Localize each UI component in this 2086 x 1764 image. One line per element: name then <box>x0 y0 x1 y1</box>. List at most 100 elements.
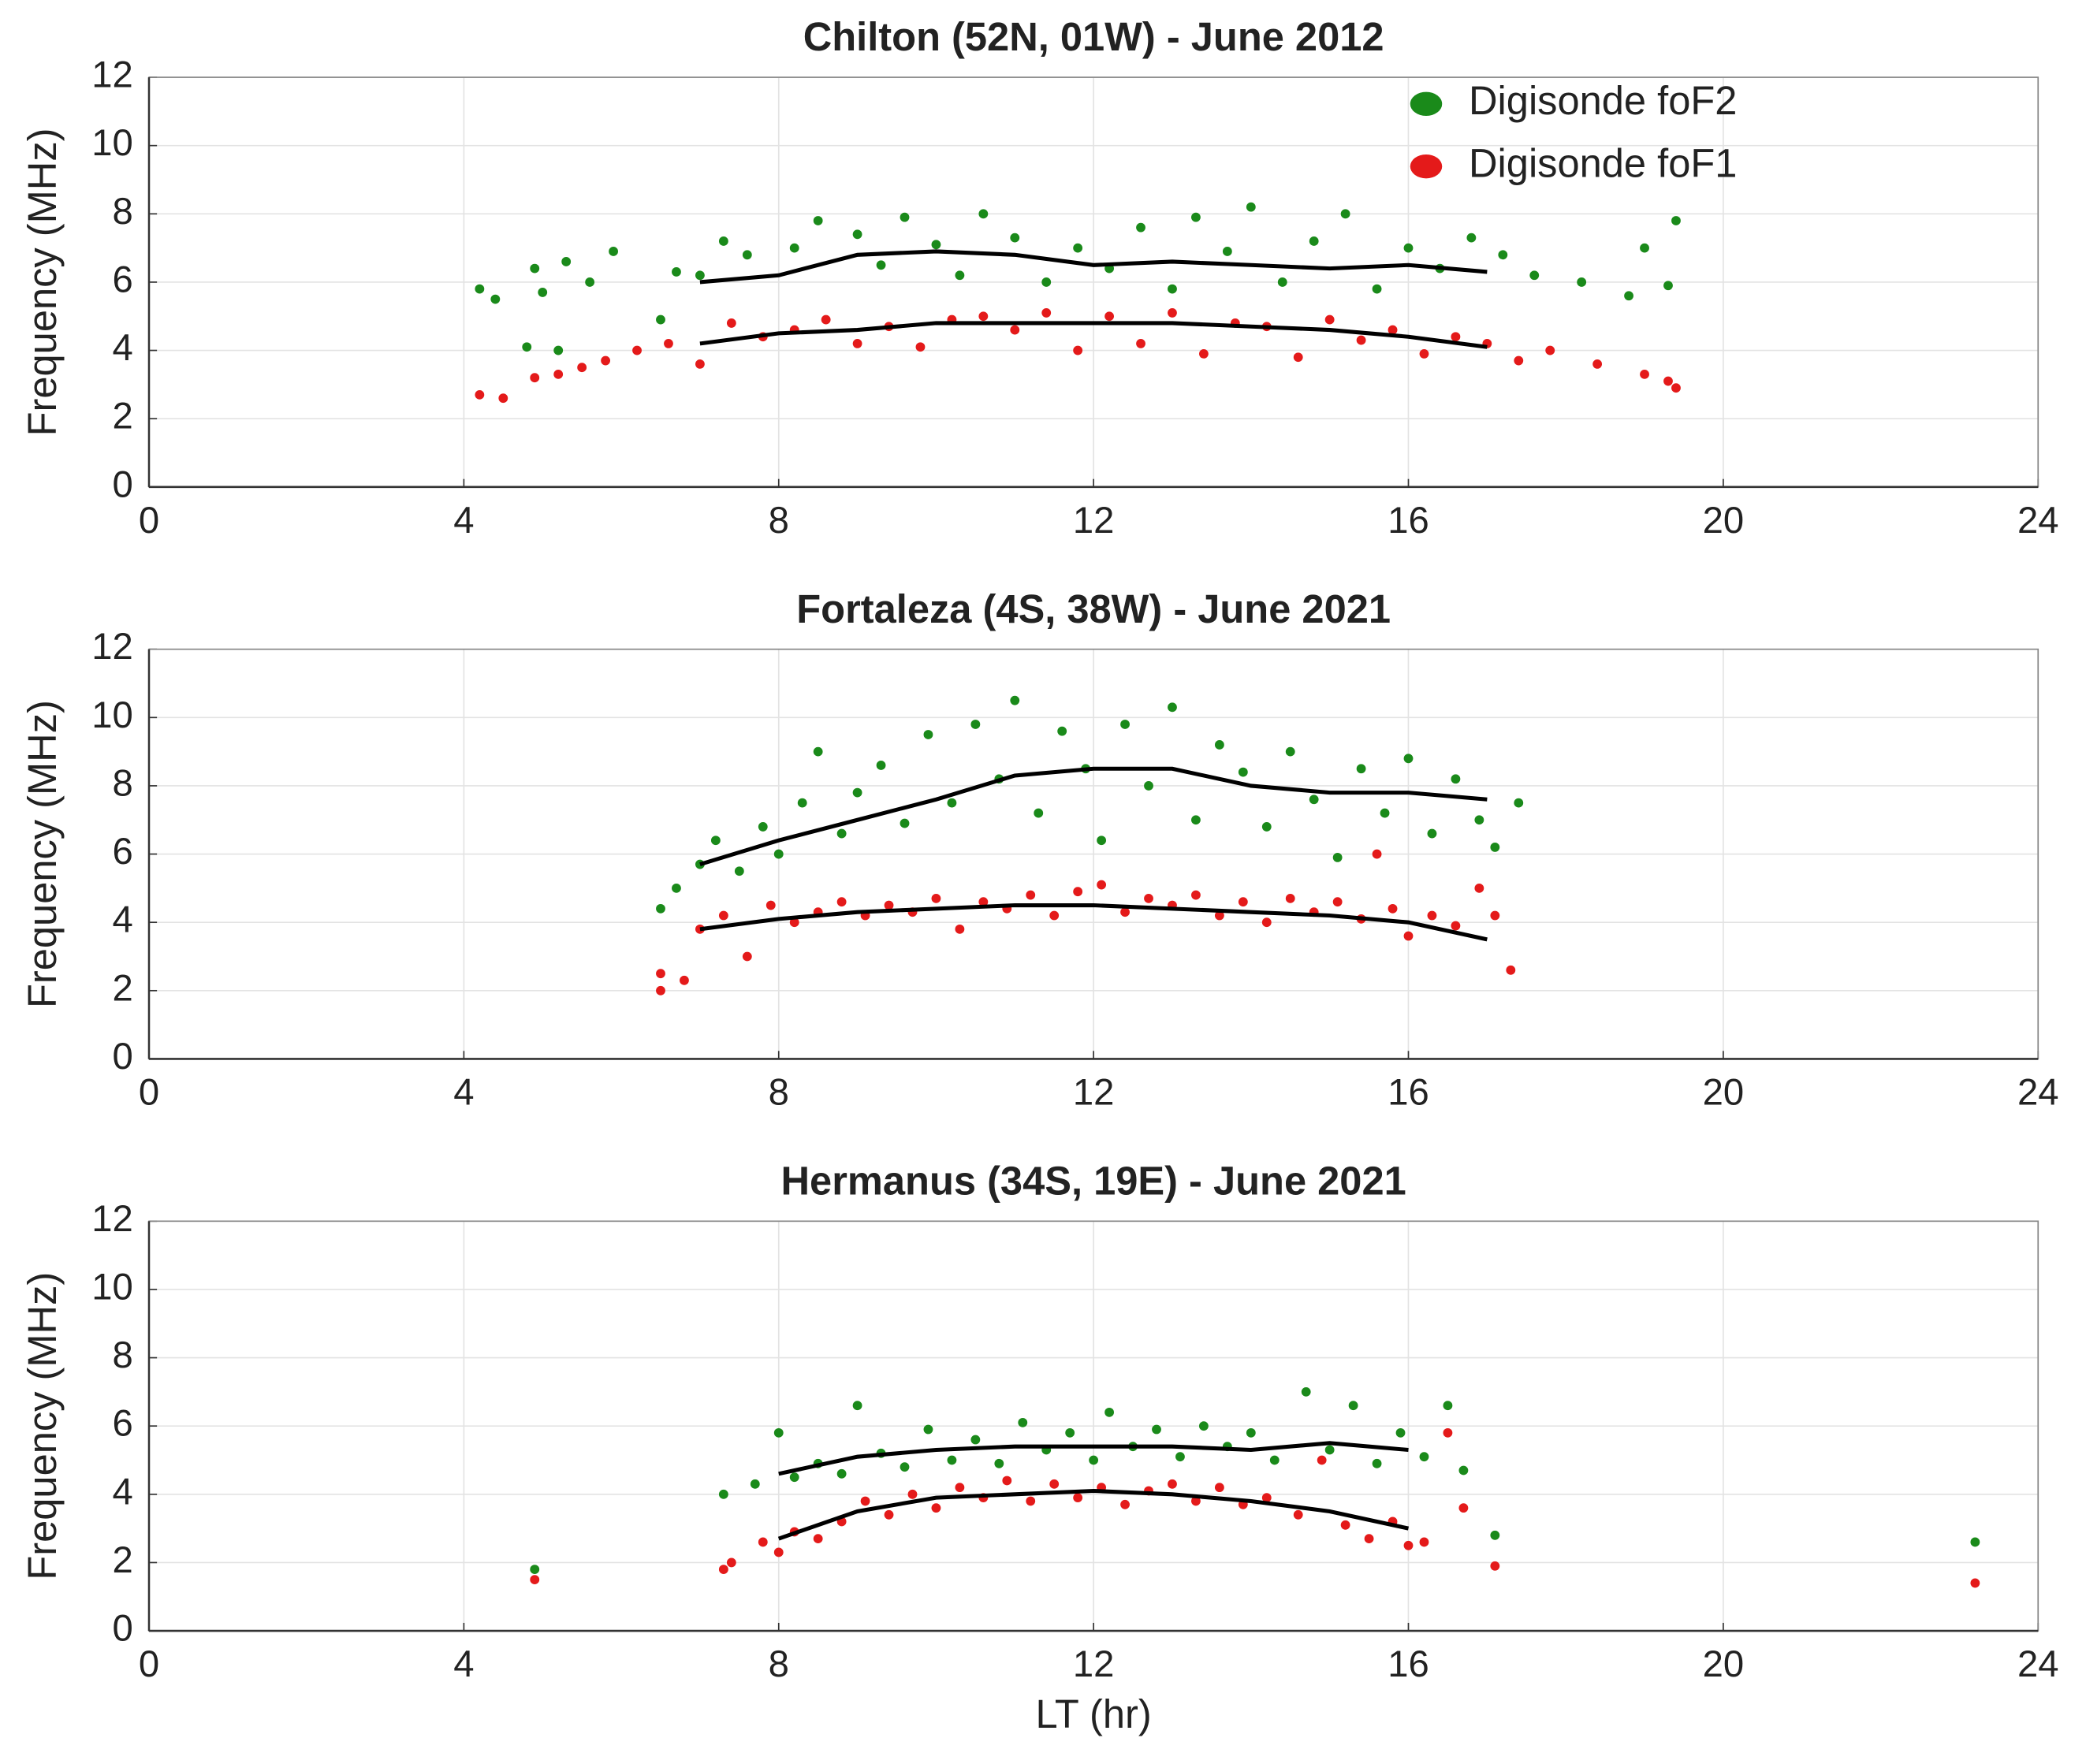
data-point <box>553 369 564 379</box>
data-point <box>601 355 610 366</box>
data-point <box>1002 1476 1012 1486</box>
data-point <box>1261 822 1272 832</box>
data-point <box>852 229 862 240</box>
data-point <box>1624 291 1633 301</box>
y-tick-label: 6 <box>112 259 132 300</box>
data-point <box>1403 1540 1414 1550</box>
y-tick-label: 2 <box>112 967 132 1009</box>
data-point <box>1168 1479 1177 1489</box>
data-point <box>915 342 926 352</box>
data-point <box>955 1483 965 1493</box>
data-point <box>765 900 776 910</box>
data-point <box>1443 1401 1453 1411</box>
data-point <box>1403 243 1414 253</box>
x-tick-label: 0 <box>139 1643 159 1685</box>
data-point <box>530 263 540 274</box>
data-point <box>773 849 784 859</box>
data-point <box>695 270 705 281</box>
data-point <box>656 985 665 996</box>
data-point <box>585 277 595 287</box>
data-point <box>1663 376 1673 386</box>
x-tick-label: 0 <box>139 500 159 541</box>
data-point <box>530 1565 540 1575</box>
data-point <box>1427 910 1437 921</box>
data-point <box>1451 774 1461 784</box>
data-point <box>1372 849 1382 859</box>
data-point <box>900 1462 910 1472</box>
x-tick-label: 24 <box>2017 1071 2059 1113</box>
data-point <box>1340 209 1350 219</box>
data-point <box>1309 236 1319 246</box>
data-point <box>1427 828 1437 839</box>
data-point <box>710 835 721 846</box>
data-point <box>955 924 965 934</box>
data-point <box>1372 284 1382 294</box>
data-point <box>931 240 941 250</box>
data-point <box>1970 1537 1980 1547</box>
data-point <box>1285 746 1295 757</box>
data-point <box>475 284 485 294</box>
x-tick-label: 12 <box>1073 1071 1115 1113</box>
data-point <box>1010 325 1020 335</box>
data-point <box>1120 720 1130 729</box>
data-point <box>758 1537 768 1547</box>
y-axis-label: Frequency (MHz) <box>20 1272 65 1580</box>
data-point <box>978 209 989 219</box>
y-tick-label: 10 <box>91 122 133 164</box>
data-point <box>860 1496 870 1506</box>
data-point <box>750 1479 760 1489</box>
data-point <box>577 363 587 373</box>
data-point <box>789 917 799 928</box>
legend-marker <box>1410 91 1443 116</box>
x-tick-label: 0 <box>139 1071 159 1113</box>
y-tick-label: 4 <box>112 327 132 369</box>
y-tick-label: 0 <box>112 1036 132 1077</box>
data-point <box>1380 808 1390 818</box>
median-line <box>777 1488 1410 1541</box>
data-point <box>1348 1401 1358 1411</box>
data-point <box>1458 1465 1469 1476</box>
data-point <box>1332 852 1343 862</box>
data-point <box>773 1547 784 1557</box>
data-point <box>821 314 831 325</box>
data-point <box>734 866 744 876</box>
data-point <box>1419 348 1429 359</box>
data-point <box>1073 243 1083 253</box>
data-point <box>994 1458 1004 1468</box>
x-tick-label: 4 <box>453 1643 474 1685</box>
data-point <box>1640 243 1649 253</box>
data-point <box>1018 1417 1028 1427</box>
data-point <box>561 257 572 266</box>
y-tick-label: 2 <box>112 1539 132 1581</box>
data-point <box>1309 795 1319 805</box>
data-point <box>1120 1499 1130 1509</box>
x-tick-label: 4 <box>453 1071 474 1113</box>
data-point <box>522 342 532 352</box>
data-point <box>900 212 910 222</box>
data-point <box>1261 1493 1272 1503</box>
data-point <box>1419 1452 1429 1462</box>
data-point <box>1168 308 1177 318</box>
data-point <box>773 1427 784 1438</box>
data-point <box>1104 1407 1114 1417</box>
data-point <box>718 1489 728 1499</box>
data-point <box>1057 726 1067 736</box>
data-point <box>836 897 847 907</box>
data-point <box>1671 383 1681 393</box>
x-tick-label: 4 <box>453 500 474 541</box>
data-point <box>1191 890 1201 900</box>
data-point <box>884 900 894 910</box>
data-point <box>970 720 981 729</box>
y-tick-label: 8 <box>112 762 132 804</box>
y-tick-label: 8 <box>112 1334 132 1376</box>
data-point <box>1671 216 1681 225</box>
median-line <box>699 249 1488 285</box>
data-point <box>970 1435 981 1445</box>
data-point <box>978 311 989 322</box>
data-point <box>1301 1386 1311 1397</box>
data-point <box>1214 1483 1224 1493</box>
data-point <box>1191 1496 1201 1506</box>
data-point <box>1049 910 1060 921</box>
data-point <box>1152 1424 1161 1435</box>
